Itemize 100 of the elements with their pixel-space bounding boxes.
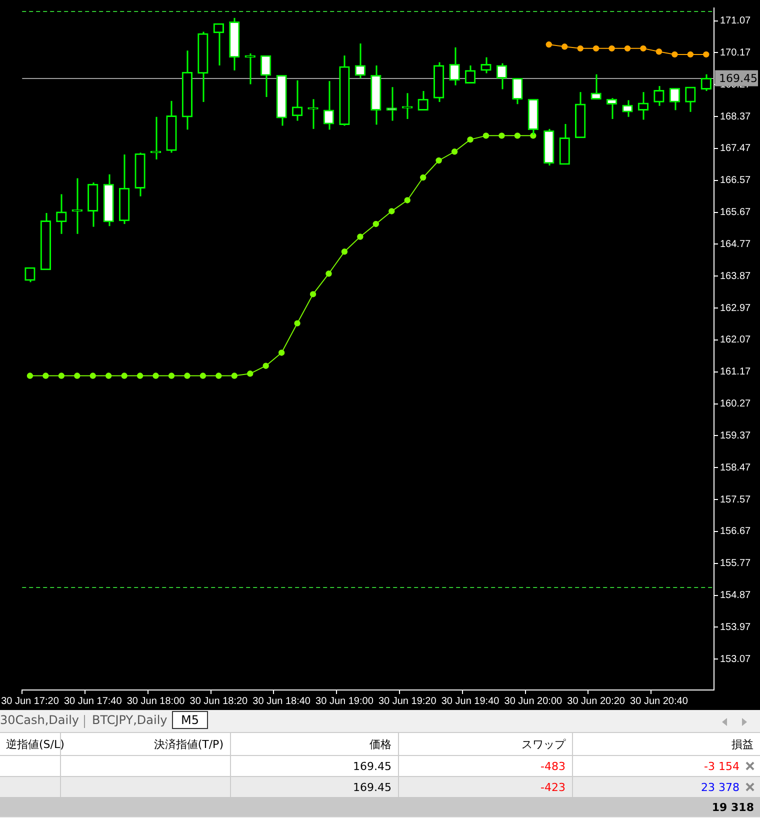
text: 169.45 [353, 780, 392, 794]
point [404, 197, 410, 204]
y-tick-label: 156.67 [720, 526, 752, 538]
point [420, 174, 426, 181]
text: 23 378 [701, 780, 740, 794]
text: BTCJPY,Daily [92, 713, 168, 727]
candlestick [292, 80, 303, 122]
ref-line-label: 169.45 [719, 72, 758, 86]
y-tick-label: 160.27 [720, 398, 752, 410]
y-tick-label: 157.57 [720, 494, 752, 506]
point [608, 45, 615, 52]
candlestick [213, 22, 224, 66]
candlestick [260, 54, 272, 98]
point [624, 45, 631, 52]
point [372, 220, 380, 228]
x-tick-label: 30 Jun 17:20 [1, 696, 60, 707]
y-tick-label: 155.77 [720, 558, 752, 570]
text: 30Cash,Daily [0, 713, 80, 727]
x-tick-label: 30 Jun 18:40 [252, 696, 311, 707]
point [121, 372, 128, 379]
point [184, 372, 190, 379]
point [74, 372, 80, 379]
point [58, 372, 65, 379]
y-tick-label: 168.37 [720, 111, 752, 122]
candlestick [354, 42, 366, 79]
y-tick-label: 158.47 [720, 462, 752, 474]
y-tick-label: 162.97 [720, 302, 752, 314]
y-tick-label: 162.07 [720, 334, 752, 346]
point [703, 51, 710, 58]
candlestick [480, 56, 492, 74]
point [514, 132, 521, 139]
y-tick-label: 153.97 [720, 622, 752, 633]
point [200, 372, 206, 379]
point [672, 51, 678, 58]
point [388, 208, 395, 214]
text: 価格 [370, 738, 392, 750]
point [357, 234, 364, 240]
candlestick [150, 116, 162, 160]
x-tick-label: 30 Jun 17:40 [64, 696, 122, 707]
point [90, 372, 96, 379]
text: 逆指値(S/L) [6, 738, 64, 750]
x-tick-label: 30 Jun 19:00 [316, 696, 374, 707]
point [136, 372, 144, 379]
point [498, 132, 505, 139]
y-tick-label: 166.57 [720, 175, 752, 186]
point [546, 41, 552, 48]
point [326, 270, 332, 277]
y-tick-label: 161.17 [720, 366, 752, 378]
x-tick-label: 30 Jun 20:00 [504, 696, 563, 707]
point [231, 372, 238, 379]
candlestick [638, 91, 649, 120]
y-tick-label: 153.07 [720, 654, 752, 665]
point [216, 372, 222, 379]
point [592, 45, 600, 52]
y-tick-label: 171.07 [720, 16, 752, 27]
point [262, 362, 269, 369]
y-tick-label: 164.77 [720, 238, 752, 250]
text: M5 [172, 711, 208, 729]
candlestick [449, 46, 460, 86]
point [530, 132, 536, 139]
candlestick [496, 62, 508, 90]
point [482, 132, 490, 139]
point [640, 45, 646, 52]
point [168, 372, 175, 379]
text: 19 318 [712, 800, 754, 814]
x-tick-label: 30 Jun 19:40 [441, 696, 500, 707]
candlestick [72, 177, 82, 235]
candlestick [590, 74, 602, 100]
point [247, 370, 254, 377]
y-tick-label: 159.37 [720, 430, 752, 442]
point [42, 372, 49, 379]
y-tick-label: 165.67 [720, 207, 752, 218]
candlestick [512, 77, 523, 105]
candlestick [606, 97, 618, 120]
point [152, 372, 159, 379]
y-tick-label: 154.87 [720, 590, 752, 602]
text: スワップ [522, 738, 566, 750]
x-tick-label: 30 Jun 20:40 [630, 696, 688, 707]
point [341, 248, 348, 255]
point [562, 44, 568, 50]
x-tick-label: 30 Jun 19:20 [378, 696, 437, 707]
point [310, 291, 316, 298]
y-tick-label: 163.87 [720, 270, 752, 282]
candlestick [622, 99, 633, 118]
x-tick-label: 30 Jun 18:00 [126, 696, 186, 707]
point [26, 372, 34, 379]
text: -483 [540, 760, 566, 772]
candlestick [323, 80, 334, 130]
point [656, 48, 662, 55]
x-tick-label: 30 Jun 18:20 [190, 696, 248, 707]
candlestick [386, 86, 397, 122]
y-tick-label: 167.47 [720, 143, 752, 154]
point [105, 372, 112, 379]
text: 損益 [732, 738, 754, 750]
point [278, 350, 285, 356]
text: 169.45 [353, 760, 392, 772]
point [467, 136, 474, 143]
y-tick-label: 170.17 [720, 47, 752, 58]
candlestick [669, 87, 680, 111]
text: -3 154 [704, 760, 740, 772]
